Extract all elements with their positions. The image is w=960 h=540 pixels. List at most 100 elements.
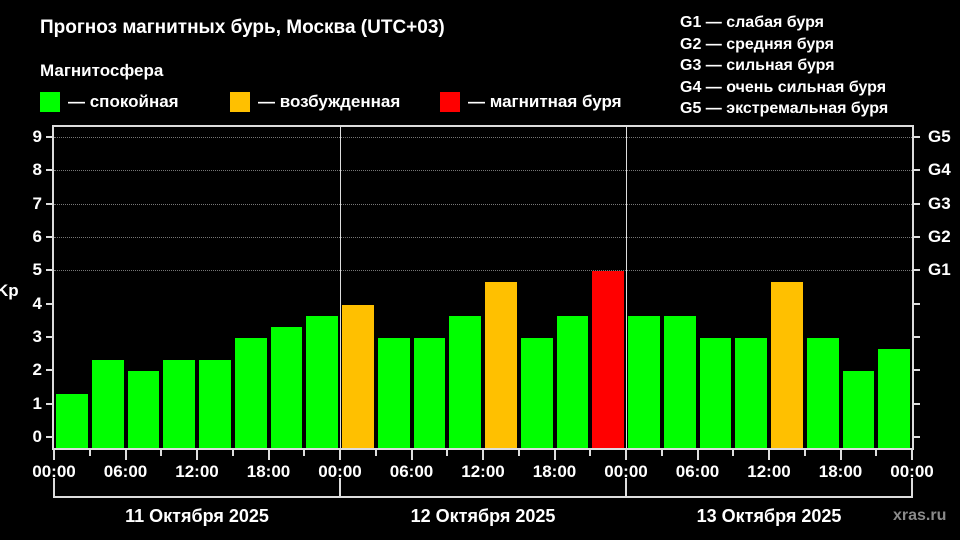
- x-tick-label: 00:00: [318, 462, 362, 481]
- x-tick-mark: [410, 450, 413, 460]
- legend-item-excited: — возбужденная: [230, 92, 400, 112]
- x-tick-mark: [446, 450, 449, 456]
- y-tick-mark: [46, 169, 52, 172]
- x-tick-mark: [589, 450, 592, 456]
- grid-line: [54, 137, 912, 139]
- kp-bar: [842, 371, 875, 448]
- y-tick-label: 2: [32, 360, 42, 380]
- g-legend-item: G2 — средняя буря: [680, 35, 834, 53]
- y-tick-label: 6: [32, 227, 42, 247]
- g-legend-item: G3 — сильная буря: [680, 57, 835, 74]
- g-tick-mark: [914, 269, 920, 272]
- kp-bar: [663, 315, 696, 448]
- g-legend-item: G5 — экстремальная буря: [680, 100, 889, 117]
- y-tick-mark: [46, 336, 52, 338]
- x-tick-label: 18:00: [532, 462, 577, 481]
- x-tick-label: 12:00: [747, 462, 791, 481]
- kp-bar: [735, 338, 767, 448]
- y-tick-label: 5: [32, 260, 42, 280]
- x-tick-label: 12:00: [175, 462, 219, 481]
- x-tick-mark: [88, 450, 91, 456]
- y-axis-label: Kp: [0, 281, 19, 300]
- y-tick-label: 9: [32, 127, 42, 147]
- legend-item-storm: — магнитная буря: [440, 92, 622, 112]
- kp-bar: [91, 360, 124, 448]
- kp-bar: [449, 315, 481, 448]
- g-tick-mark: [914, 402, 920, 405]
- g-tick-label: G5: [928, 127, 951, 147]
- day-bracket: [53, 478, 341, 498]
- y-tick-label: 4: [32, 293, 42, 313]
- kp-bar: [806, 338, 839, 448]
- x-tick-mark: [553, 450, 556, 460]
- kp-bar: [56, 393, 88, 448]
- chart-title: Прогноз магнитных бурь, Москва (UTC+03): [40, 17, 445, 38]
- day-label: 12 Октября 2025: [410, 506, 556, 526]
- kp-bar: [270, 327, 303, 448]
- g-tick-mark: [914, 169, 920, 172]
- kp-bar: [699, 338, 732, 448]
- y-tick-mark: [46, 436, 52, 438]
- g-legend-item: G4 — очень сильная буря: [680, 78, 887, 96]
- day-separator: [626, 127, 627, 448]
- g-tick-mark: [914, 302, 920, 305]
- day-separator: [340, 127, 341, 448]
- kp-bar: [628, 315, 660, 448]
- x-tick-label: 18:00: [818, 462, 863, 481]
- x-tick-mark: [160, 450, 163, 456]
- x-tick-label: 00:00: [890, 462, 934, 481]
- kp-bar: [234, 338, 267, 448]
- x-tick-label: 06:00: [389, 462, 434, 481]
- x-tick-mark: [625, 450, 627, 460]
- storm-level-legend: G1 — слабая буря G2 — средняя буря G3 — …: [680, 12, 888, 120]
- g-tick-label: G1: [928, 260, 951, 280]
- x-tick-mark: [803, 450, 806, 456]
- grid-line: [54, 170, 912, 172]
- x-tick-mark: [839, 450, 842, 460]
- x-tick-label: 06:00: [103, 462, 148, 481]
- g-legend-item: G1 — слабая буря: [680, 14, 825, 31]
- y-tick-mark: [46, 269, 52, 272]
- x-tick-label: 00:00: [604, 462, 648, 481]
- y-tick-mark: [46, 136, 52, 139]
- y-tick-mark: [46, 236, 52, 239]
- kp-bar: [556, 315, 589, 448]
- day-label: 13 Октября 2025: [696, 506, 842, 526]
- g-tick-mark: [914, 236, 920, 239]
- grid-line: [54, 203, 912, 205]
- g-tick-mark: [914, 369, 920, 372]
- x-tick-label: 18:00: [246, 462, 291, 481]
- x-tick-mark: [196, 450, 198, 460]
- kp-bar: [520, 338, 553, 448]
- y-tick-label: 3: [32, 327, 42, 346]
- g-tick-label: G4: [928, 160, 951, 180]
- legend-label: — спокойная: [68, 92, 179, 111]
- g-tick-label: G3: [928, 193, 951, 213]
- y-tick-label: 7: [32, 193, 42, 213]
- x-tick-mark: [732, 450, 735, 456]
- x-tick-mark: [875, 450, 878, 456]
- y-tick-label: 8: [32, 160, 42, 180]
- x-tick-mark: [267, 450, 270, 460]
- day-bracket: [625, 478, 913, 498]
- x-tick-label: 00:00: [32, 462, 76, 481]
- legend-label: — возбужденная: [258, 92, 401, 111]
- g-tick-mark: [914, 202, 920, 205]
- x-tick-mark: [696, 450, 699, 460]
- legend-label: — магнитная буря: [468, 92, 622, 111]
- x-tick-mark: [53, 450, 55, 460]
- x-tick-label: 12:00: [461, 462, 505, 481]
- y-tick-mark: [46, 302, 52, 305]
- y-tick-label: 0: [32, 427, 42, 446]
- grid-line: [54, 237, 912, 239]
- x-tick-mark: [339, 450, 341, 460]
- kp-bar: [127, 371, 160, 448]
- calm-swatch-icon: [40, 92, 60, 112]
- kp-bar: [771, 282, 803, 448]
- x-tick-mark: [303, 450, 306, 456]
- kp-bar: [163, 360, 195, 448]
- day-bracket: [339, 478, 627, 498]
- legend-item-calm: — спокойная: [40, 92, 179, 112]
- x-tick-mark: [517, 450, 520, 456]
- storm-swatch-icon: [440, 92, 460, 112]
